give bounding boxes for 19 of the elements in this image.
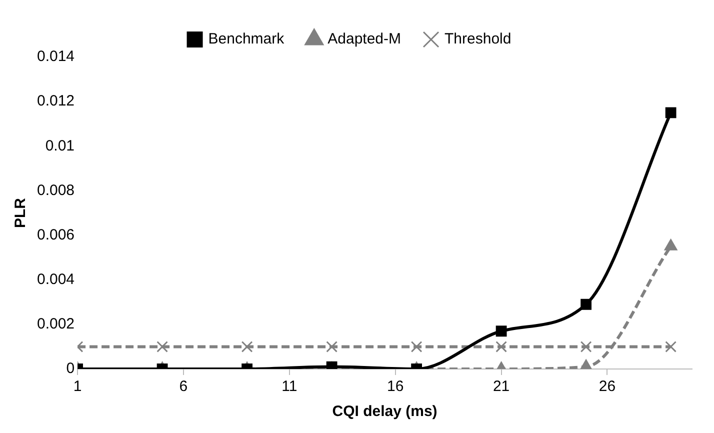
y-tick-label: 0.012: [36, 92, 75, 110]
y-tick-label: 0.008: [36, 182, 75, 199]
x-tick-label: 11: [282, 378, 298, 396]
y-axis-title: PLR: [12, 198, 30, 228]
x-tick-label: 1: [73, 378, 82, 396]
y-tick-label: 0.006: [36, 226, 75, 244]
legend-label: Benchmark: [208, 30, 285, 48]
y-tick-label: 0: [66, 360, 75, 378]
legend-label: Threshold: [444, 30, 512, 48]
x-tick-label: 16: [387, 378, 404, 396]
y-tick-label: 0.004: [36, 271, 75, 288]
y-tick-label: 0.002: [36, 316, 75, 333]
legend-label: Adapted-M: [328, 30, 402, 48]
y-tick-label: 0.014: [36, 48, 75, 66]
x-tick-label: 26: [598, 378, 616, 396]
y-tick-label: 0.01: [45, 137, 75, 154]
x-tick-label: 6: [179, 378, 188, 396]
x-axis-title: CQI delay (ms): [332, 403, 438, 420]
x-tick-label: 21: [492, 378, 510, 396]
